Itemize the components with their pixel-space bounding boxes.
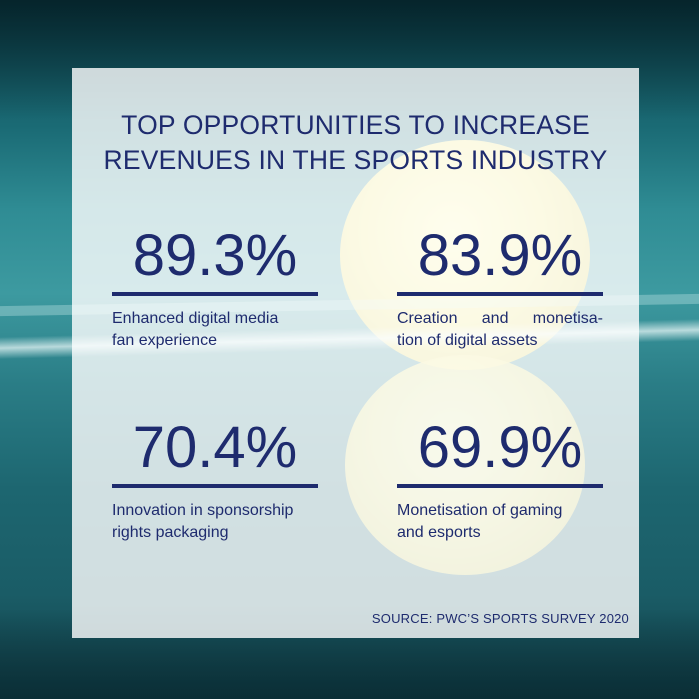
stat-sponsorship: 70.4% Innovation in sponsorship rights p… [112,418,318,544]
stat-description: Creation and monetisa- tion of digital a… [397,308,603,352]
stat-digital-media: 89.3% Enhanced digital media fan experie… [112,226,318,352]
stat-description-line-1: Monetisation of gaming [397,502,563,519]
stat-description: Innovation in sponsorship rights packagi… [112,500,318,544]
stat-description-line-1: Innovation in sponsorship [112,502,294,519]
stat-description-line-1: Creation and monetisa- [397,310,603,327]
stat-value: 83.9% [417,223,583,288]
info-panel: TOP OPPORTUNITIES TO INCREASE REVENUES I… [72,68,639,638]
stat-description: Enhanced digital media fan experience [112,308,318,352]
stat-description-line-1: Enhanced digital media [112,310,279,327]
stat-description-line-2: tion of digital assets [397,332,538,349]
stat-description-line-2: fan experience [112,332,217,349]
stat-description: Monetisation of gaming and esports [397,500,603,544]
stat-value: 69.9% [417,415,583,480]
stat-description-line-2: rights packaging [112,524,229,541]
stat-digital-assets: 83.9% Creation and monetisa- tion of dig… [397,226,603,352]
headline-line-1: TOP OPPORTUNITIES TO INCREASE [121,110,590,140]
headline-line-2: REVENUES IN THE SPORTS INDUSTRY [103,145,608,175]
stat-description-line-2: and esports [397,524,481,541]
stat-divider [112,292,318,296]
stat-value: 70.4% [132,415,298,480]
stat-divider [397,292,603,296]
stat-divider [397,484,603,488]
headline: TOP OPPORTUNITIES TO INCREASE REVENUES I… [72,108,639,178]
stat-value: 89.3% [132,223,298,288]
source-credit: SOURCE: PWC’S SPORTS SURVEY 2020 [371,611,629,626]
stat-divider [112,484,318,488]
stat-gaming-esports: 69.9% Monetisation of gaming and esports [397,418,603,544]
